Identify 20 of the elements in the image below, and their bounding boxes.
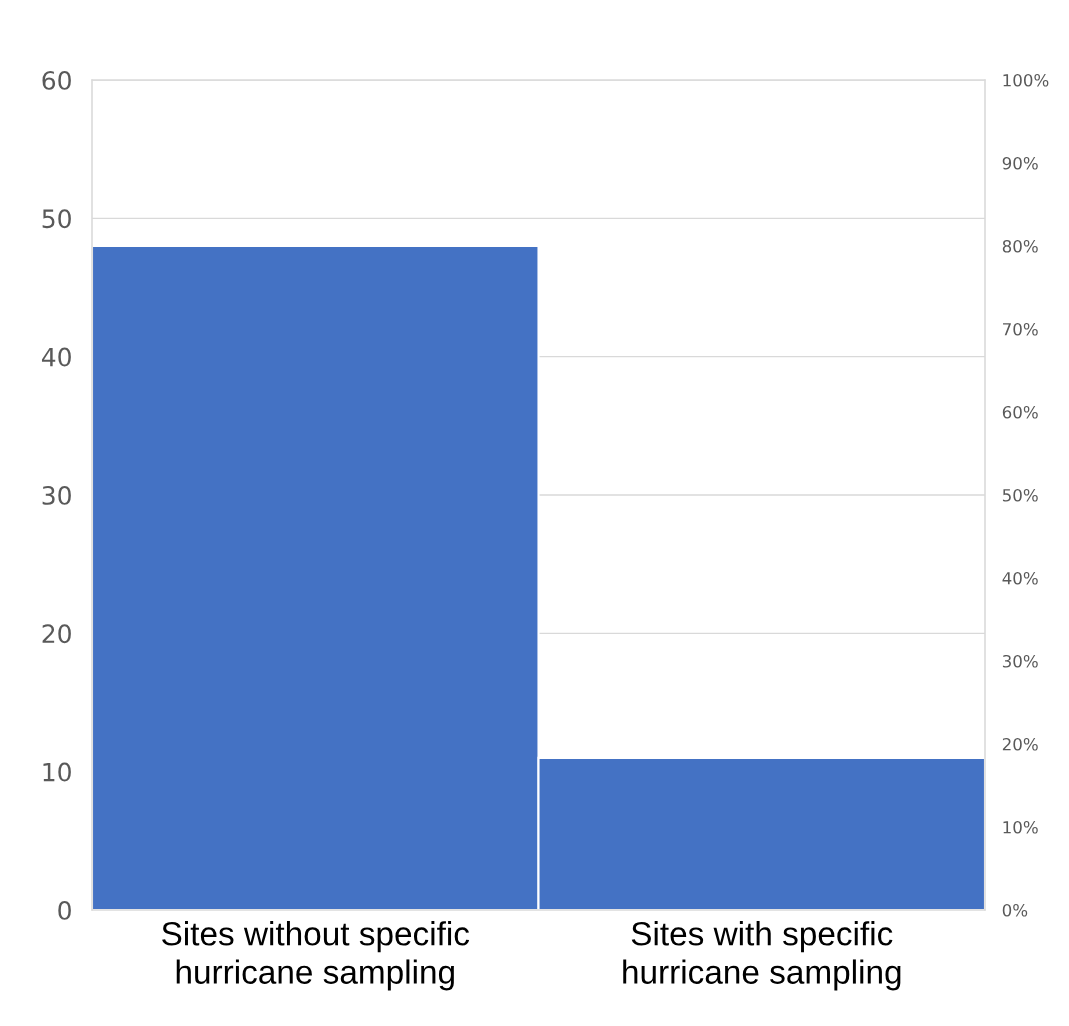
y2-tick-label: 30% <box>1002 654 1038 668</box>
y2-tick-label: 40% <box>1002 571 1038 585</box>
x-tick-label: Sites with specific hurricane sampling <box>623 921 901 991</box>
y2-tick-label: 20% <box>1002 737 1038 751</box>
y2-tick-label: 10% <box>1003 820 1038 834</box>
y2-tick-label: 80% <box>1002 239 1038 253</box>
y-tick-label: 60 <box>42 70 71 90</box>
y2-tick-label: 0% <box>1002 903 1028 917</box>
y-tick-label: 30 <box>42 485 71 505</box>
y-tick-label: 50 <box>42 209 71 229</box>
y-tick-label: 10 <box>43 762 71 782</box>
y2-tick-label: 100% <box>1003 73 1049 87</box>
y2-tick-label: 70% <box>1003 322 1038 336</box>
y-tick-label: 0 <box>58 900 71 920</box>
y-tick-label: 40 <box>41 347 71 367</box>
y2-tick-label: 90% <box>1002 156 1038 170</box>
y-tick-label: 20 <box>42 624 71 644</box>
x-tick-label: Sites without specific hurricane sampling <box>162 921 470 991</box>
y2-tick-label: 50% <box>1002 488 1038 502</box>
y2-tick-label: 60% <box>1002 405 1038 419</box>
